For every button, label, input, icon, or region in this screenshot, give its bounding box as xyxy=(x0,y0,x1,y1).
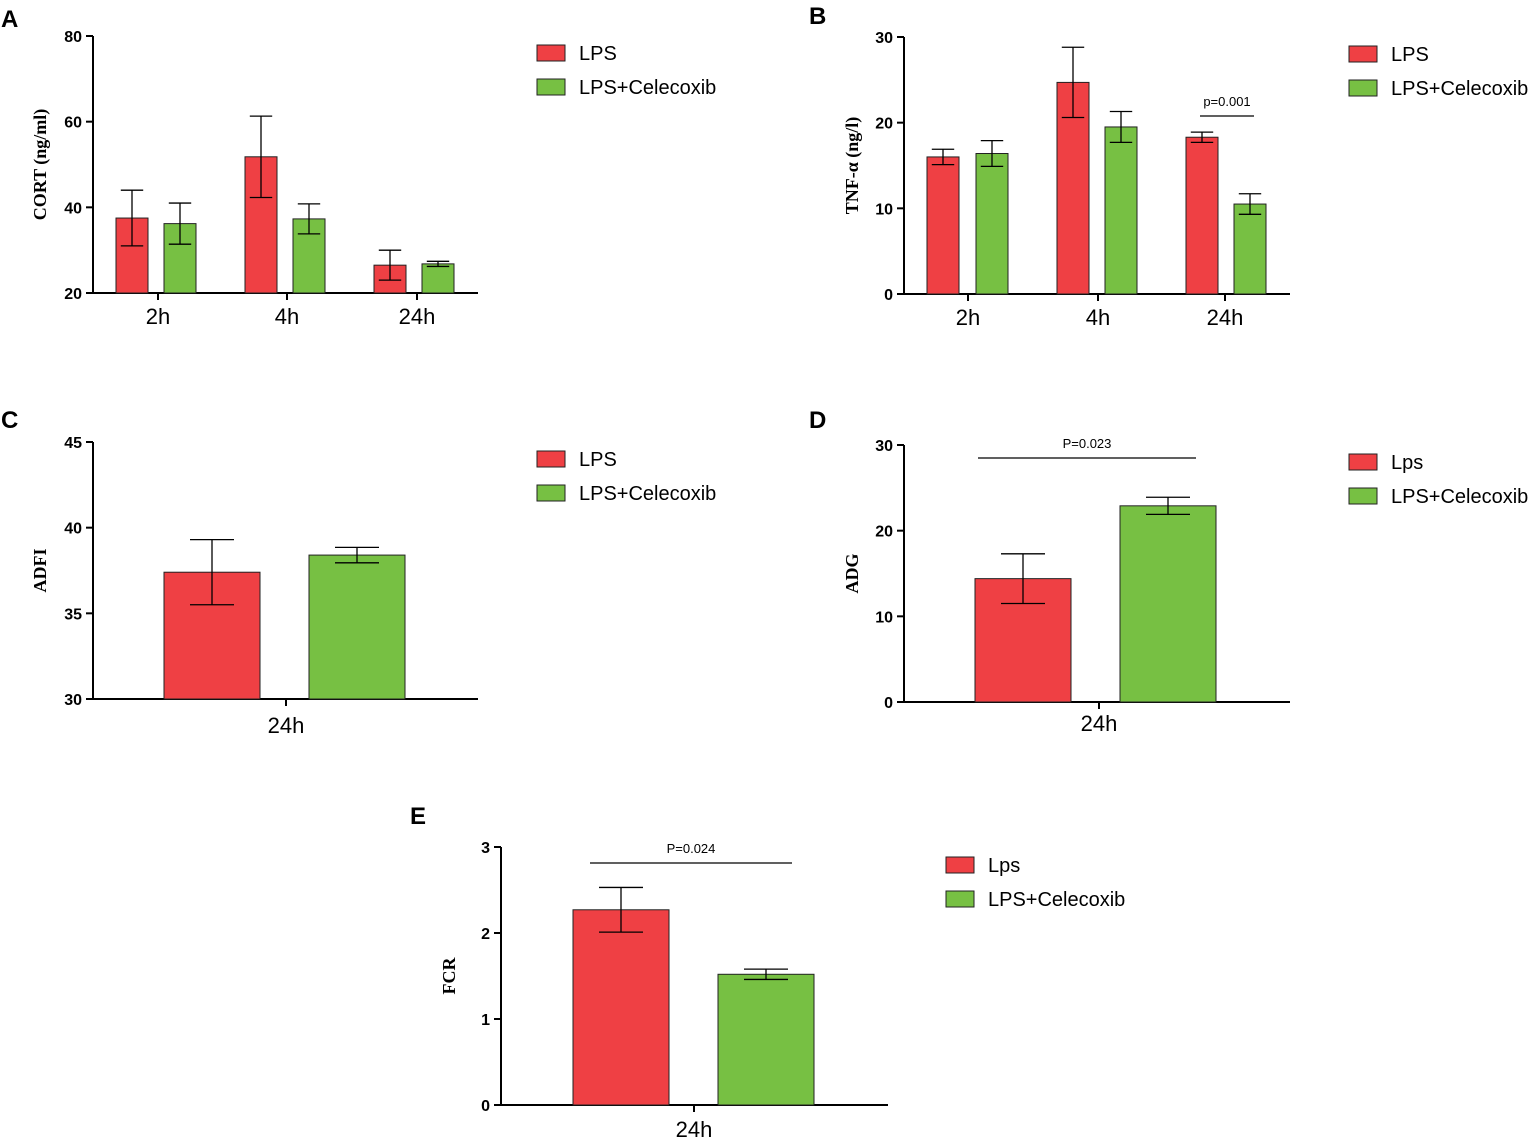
y-tick-label: 10 xyxy=(875,609,893,626)
legend-swatch xyxy=(536,78,566,96)
y-tick-label: 80 xyxy=(64,29,82,46)
y-tick-label: 0 xyxy=(481,1098,490,1115)
y-tick-label: 1 xyxy=(481,1012,490,1029)
y-axis-label: TNF-α (ng/l) xyxy=(842,117,863,215)
y-tick-label: 30 xyxy=(875,30,893,47)
legend-label: LPS+Celecoxib xyxy=(579,77,716,99)
legend-swatch xyxy=(1348,487,1378,505)
legend-swatch xyxy=(536,484,566,502)
bar-celecoxib xyxy=(1119,505,1217,703)
x-tick-label: 4h xyxy=(275,304,299,329)
panel-e: E 0 1 2 3 FCR 24h P=0.024 Lps LPS+Celecoxib xyxy=(410,803,1125,1137)
bar-celecoxib xyxy=(1104,126,1138,295)
y-axis-label: ADFI xyxy=(30,549,50,593)
y-tick-label: 20 xyxy=(875,116,893,133)
y-tick-label: 40 xyxy=(64,200,82,217)
x-tick-label: 24h xyxy=(1207,305,1244,330)
legend-swatch xyxy=(536,44,566,62)
y-tick-label: 0 xyxy=(884,695,893,712)
panel-letter: C xyxy=(1,407,18,434)
legend-label: LPS xyxy=(1391,44,1429,66)
legend-label: LPS+Celecoxib xyxy=(988,889,1125,911)
y-tick-label: 10 xyxy=(875,201,893,218)
panel-letter: D xyxy=(809,407,826,434)
significance-label: P=0.023 xyxy=(1063,436,1112,451)
legend-swatch xyxy=(536,450,566,468)
legend-label: LPS+Celecoxib xyxy=(1391,486,1528,508)
legend-swatch xyxy=(1348,79,1378,97)
bar-celecoxib xyxy=(717,973,815,1106)
y-tick-label: 35 xyxy=(64,606,82,623)
y-tick-label: 30 xyxy=(64,692,82,709)
x-tick-label: 24h xyxy=(399,304,436,329)
y-tick-label: 0 xyxy=(884,287,893,304)
y-axis-label: FCR xyxy=(439,957,459,995)
y-tick-label: 40 xyxy=(64,521,82,538)
legend-label: LPS+Celecoxib xyxy=(579,483,716,505)
legend-swatch xyxy=(1348,45,1378,63)
bar-lps xyxy=(926,156,960,295)
y-tick-label: 2 xyxy=(481,926,490,943)
y-tick-label: 20 xyxy=(64,286,82,303)
y-axis-label: ADG xyxy=(842,554,862,594)
bar-celecoxib xyxy=(421,263,455,294)
x-tick-label: 24h xyxy=(268,713,305,738)
y-tick-label: 20 xyxy=(875,524,893,541)
bar-lps xyxy=(1185,136,1219,295)
x-tick-label: 24h xyxy=(676,1117,713,1137)
bar-celecoxib xyxy=(1233,203,1267,295)
legend-swatch xyxy=(945,856,975,874)
y-tick-label: 3 xyxy=(481,840,490,857)
panel-b: B 0 10 20 30 TNF-α (ng/l) 2h 4h 24h p=0.001 LPS LPS… xyxy=(809,3,1528,330)
legend-label: LPS xyxy=(579,43,617,65)
y-tick-label: 60 xyxy=(64,115,82,132)
panel-c: C 30 35 40 45 ADFI 24h LPS LPS+Celecoxib xyxy=(1,407,716,738)
panel-a: A 20 40 60 80 CORT (ng/ml) 2h 4h 24h LPS LPS+Celec… xyxy=(1,6,716,329)
panel-d: D 0 10 20 30 ADG 24h P=0.023 Lps LPS+Celecoxib xyxy=(809,407,1528,736)
legend-swatch xyxy=(1348,453,1378,471)
x-tick-label: 2h xyxy=(956,305,980,330)
bar-celecoxib xyxy=(308,554,406,700)
significance-label: P=0.024 xyxy=(667,841,716,856)
legend-swatch xyxy=(945,890,975,908)
legend-label: LPS+Celecoxib xyxy=(1391,78,1528,100)
y-axis-label: CORT (ng/ml) xyxy=(30,109,51,221)
legend-label: LPS xyxy=(579,449,617,471)
y-tick-label: 30 xyxy=(875,438,893,455)
legend-label: Lps xyxy=(1391,452,1423,474)
x-tick-label: 2h xyxy=(146,304,170,329)
panel-letter: B xyxy=(809,3,826,30)
x-tick-label: 24h xyxy=(1081,711,1118,736)
bar-celecoxib xyxy=(975,153,1009,295)
significance-label: p=0.001 xyxy=(1203,94,1250,109)
panel-letter: A xyxy=(1,6,18,33)
bar-lps xyxy=(572,909,670,1106)
x-tick-label: 4h xyxy=(1086,305,1110,330)
legend-label: Lps xyxy=(988,855,1020,877)
y-tick-label: 45 xyxy=(64,435,82,452)
panel-letter: E xyxy=(410,803,426,830)
